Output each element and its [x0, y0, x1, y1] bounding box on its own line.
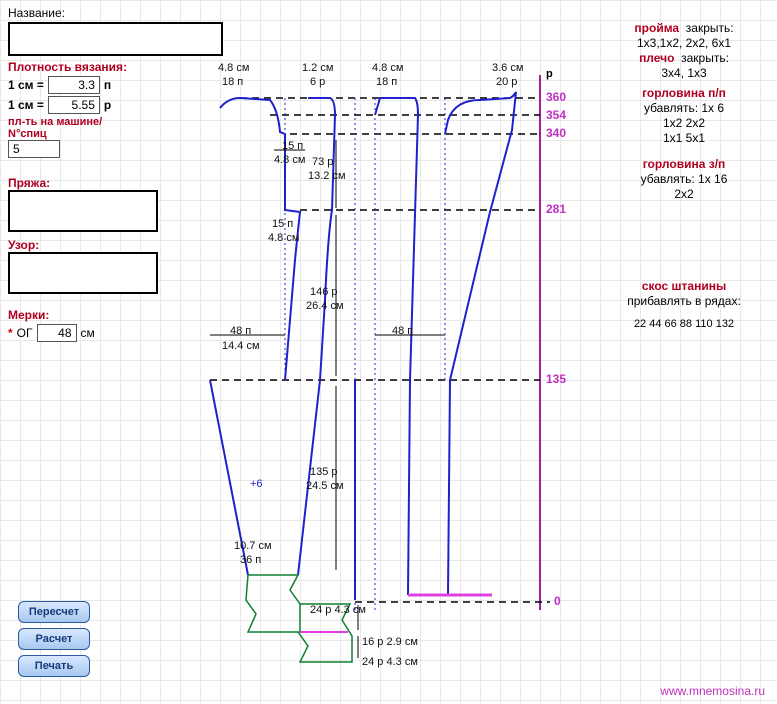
dim-36cm: 3.6 см: [492, 62, 523, 74]
dim-48cm-3: 4.8 см: [274, 154, 305, 166]
pryazha-box[interactable]: [8, 190, 158, 232]
og-input[interactable]: [37, 324, 77, 342]
dim-132cm: 13.2 см: [308, 170, 346, 182]
dim-107cm: 10.7 см: [234, 540, 272, 552]
gauge-r-input[interactable]: [48, 96, 100, 114]
ruler-281: 281: [546, 202, 566, 216]
dim-18p-2: 18 п: [376, 76, 397, 88]
ruler-354: 354: [546, 108, 566, 122]
recalculate-button[interactable]: Пересчет: [18, 601, 90, 623]
dim-135p: 135 р: [310, 466, 338, 478]
required-icon: *: [8, 326, 13, 340]
label-cm: см: [81, 326, 95, 340]
dim-48cm-1: 4.8 см: [218, 62, 249, 74]
dim-48p-1: 48 п: [230, 325, 251, 337]
dim-245cm: 24.5 см: [306, 480, 344, 492]
dim-48cm-4: 4.8 см: [268, 232, 299, 244]
ruler-label-p: р: [546, 68, 553, 80]
annotations: пройма закрыть: 1x3,1x2, 2x2, 6x1 плечо …: [599, 20, 769, 331]
dim-6p: 6 р: [310, 76, 325, 88]
footer-link[interactable]: www.mnemosina.ru: [660, 684, 765, 698]
dim-15p-2: 15 п: [272, 218, 293, 230]
unit-p: п: [104, 78, 111, 92]
dim-18p-1: 18 п: [222, 76, 243, 88]
pattern-diagram: р 360 354 340 281 135 0 4.8 см 18 п 1.2 …: [180, 0, 600, 700]
ruler-135: 135: [546, 372, 566, 386]
dim-15p: 15 п: [282, 140, 303, 152]
dim-264cm: 26.4 см: [306, 300, 344, 312]
dim-24p43-1: 24 р 4.3 см: [310, 604, 366, 616]
dim-73p: 73 р: [312, 156, 333, 168]
label-og: ОГ: [17, 326, 33, 340]
label-1cm-p: 1 см =: [8, 78, 44, 92]
dim-36p: 36 п: [240, 554, 261, 566]
dim-20p: 20 р: [496, 76, 517, 88]
uzor-box[interactable]: [8, 252, 158, 294]
ruler-360: 360: [546, 90, 566, 104]
print-button[interactable]: Печать: [18, 655, 90, 677]
dim-48p-2: 48 п: [392, 325, 413, 337]
dim-12cm: 1.2 см: [302, 62, 333, 74]
ruler-340: 340: [546, 126, 566, 140]
label-1cm-r: 1 см =: [8, 98, 44, 112]
dim-48cm-2: 4.8 см: [372, 62, 403, 74]
machine-input[interactable]: [8, 140, 60, 158]
dim-146p: 146 р: [310, 286, 338, 298]
dim-24p43-2: 24 р 4.3 см: [362, 656, 418, 668]
calculate-button[interactable]: Расчет: [18, 628, 90, 650]
ruler-0: 0: [554, 594, 561, 608]
unit-r: р: [104, 98, 111, 112]
dim-plus6: +6: [250, 478, 263, 490]
dim-16p29: 16 р 2.9 см: [362, 636, 418, 648]
dim-144cm: 14.4 см: [222, 340, 260, 352]
gauge-p-input[interactable]: [48, 76, 100, 94]
